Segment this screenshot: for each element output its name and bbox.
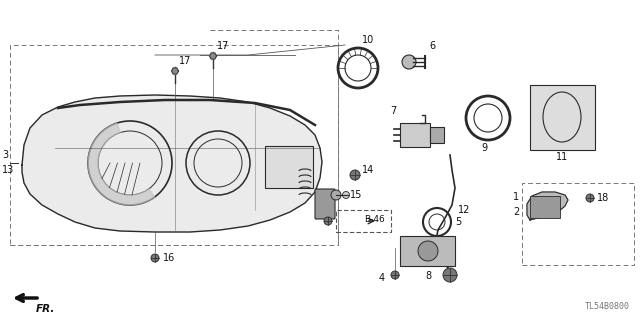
- Circle shape: [151, 254, 159, 262]
- Text: 2: 2: [513, 207, 519, 217]
- Text: 5: 5: [455, 217, 461, 227]
- Text: 12: 12: [458, 205, 470, 215]
- Polygon shape: [172, 68, 179, 74]
- Text: 1: 1: [513, 192, 519, 202]
- Text: FR.: FR.: [36, 304, 56, 314]
- Circle shape: [586, 194, 594, 202]
- Text: 8: 8: [425, 271, 431, 281]
- Text: 14: 14: [362, 165, 374, 175]
- Text: 17: 17: [217, 41, 229, 51]
- Polygon shape: [209, 53, 216, 59]
- Text: B-46: B-46: [364, 216, 385, 225]
- Text: 18: 18: [597, 193, 609, 203]
- Bar: [530, 196, 560, 218]
- Circle shape: [331, 190, 341, 200]
- Circle shape: [418, 241, 438, 261]
- Text: 13: 13: [2, 165, 14, 175]
- FancyBboxPatch shape: [315, 189, 335, 219]
- Text: 9: 9: [481, 143, 487, 153]
- Polygon shape: [88, 123, 155, 205]
- Circle shape: [402, 55, 416, 69]
- Text: 17: 17: [179, 56, 191, 66]
- Text: 6: 6: [429, 41, 435, 51]
- Text: 4: 4: [379, 273, 385, 283]
- Text: 15: 15: [350, 190, 362, 200]
- Circle shape: [350, 170, 360, 180]
- Text: 10: 10: [362, 35, 374, 45]
- Text: 7: 7: [390, 106, 396, 116]
- Text: 11: 11: [556, 152, 568, 162]
- Bar: [265, 146, 313, 188]
- Polygon shape: [22, 95, 322, 232]
- Circle shape: [324, 217, 332, 225]
- Bar: [10, 45, 338, 245]
- Text: TL54B0800: TL54B0800: [585, 302, 630, 311]
- Bar: [430, 127, 444, 143]
- Text: 16: 16: [163, 253, 175, 263]
- Bar: [522, 183, 634, 265]
- Circle shape: [342, 191, 349, 198]
- Polygon shape: [527, 192, 568, 220]
- Bar: [336, 210, 391, 232]
- Bar: [400, 236, 455, 266]
- Bar: [530, 85, 595, 150]
- Bar: [400, 123, 430, 147]
- Circle shape: [391, 271, 399, 279]
- Circle shape: [443, 268, 457, 282]
- Text: 3: 3: [2, 150, 8, 160]
